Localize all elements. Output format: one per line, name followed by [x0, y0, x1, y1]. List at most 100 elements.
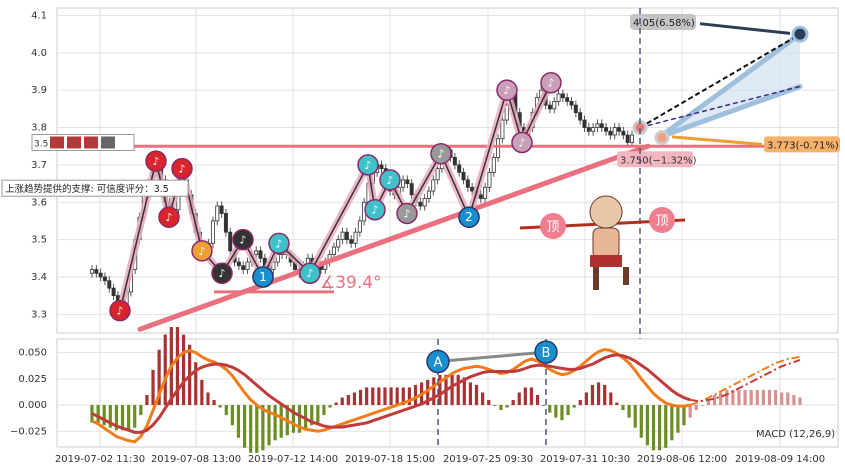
candle-body [608, 130, 613, 136]
candle-body [496, 138, 501, 158]
macd-bar [157, 349, 161, 406]
note-marker-glyph: ♪ [239, 234, 246, 247]
macd-bar [334, 402, 338, 406]
candle-body [426, 190, 431, 199]
candle [556, 89, 561, 106]
macd-bar [566, 405, 570, 416]
candle-body [340, 231, 345, 241]
candle [422, 194, 427, 211]
macd-bar [462, 377, 466, 406]
macd-bar [108, 405, 112, 428]
wave-note-marker: ♪ [171, 157, 193, 180]
wave-note-marker: ♪ [430, 142, 452, 165]
candle-body [621, 130, 626, 136]
macd-bar [688, 405, 692, 418]
candle-body [236, 261, 241, 267]
cartoon-head [589, 195, 623, 229]
wave-note-marker: ♪ [396, 202, 418, 225]
wave-note-marker: ♪ [357, 154, 379, 176]
wave-note-marker: ♪ [268, 232, 290, 255]
macd-bar [487, 400, 491, 406]
macd-bar [700, 405, 704, 406]
x-tick-label: 2019-07-18 15:00 [345, 454, 435, 465]
candle-body [431, 179, 436, 192]
candle [111, 283, 116, 301]
price-y-axis: 3.3 3.4 3.5 3.6 3.7 3.8 3.9 4.0 4.1 [31, 10, 47, 320]
candle [612, 123, 617, 140]
projection-up-label: 3.773(-0.71%) [767, 140, 839, 151]
macd-tick-label: 0.025 [18, 374, 47, 385]
candle [107, 276, 112, 293]
wave-note-marker: ♪ [511, 131, 533, 154]
candle [245, 257, 250, 274]
wave-number-marker: 2 [458, 206, 480, 228]
price-tick-label: 3.9 [31, 85, 47, 96]
macd-bar [389, 387, 393, 406]
note-marker-circle [191, 240, 213, 262]
candle-body [491, 157, 496, 173]
candle-body [604, 127, 609, 132]
macd-bar [731, 389, 735, 406]
macd-bar [743, 389, 747, 406]
candle [582, 115, 587, 133]
candle-body [500, 119, 505, 140]
candle [500, 115, 505, 144]
note-marker-glyph: ♪ [364, 159, 371, 172]
macd-title: MACD (12,26,9) [756, 429, 835, 440]
candle-body [612, 127, 617, 136]
macd-y-axis: −0.025 0.000 0.025 0.050 [10, 348, 47, 438]
price-tick-label: 3.4 [31, 272, 47, 283]
forecast-lower-band [657, 83, 803, 140]
macd-bar [664, 405, 668, 448]
macd-bar [609, 392, 613, 406]
candle-body [258, 250, 263, 259]
macd-bar [236, 405, 241, 438]
candle-body [401, 179, 406, 188]
macd-bar [621, 405, 625, 411]
candle [94, 265, 99, 278]
macd-bar [493, 405, 497, 406]
macd-bar [279, 405, 283, 438]
support-score-box [67, 136, 81, 149]
x-tick-label: 2019-07-02 11:30 [55, 454, 145, 465]
macd-bar [627, 405, 631, 418]
price-tick-label: 3.8 [31, 123, 47, 134]
macd-bar [114, 405, 119, 431]
note-marker-glyph: ♪ [165, 211, 172, 224]
wave-note-marker: ♪ [145, 150, 167, 172]
macd-bar [523, 387, 527, 406]
candle [552, 96, 557, 114]
macd-bar [206, 392, 210, 406]
candle [409, 179, 414, 200]
candle [236, 257, 241, 271]
divergence-marker: B [534, 340, 558, 364]
candle-body [275, 254, 280, 263]
macd-bar [706, 400, 711, 406]
candle-body [487, 171, 492, 188]
macd-bar [584, 392, 588, 406]
support-note: 上涨趋势提供的支撑: 可信度评分：3.5 [5, 183, 169, 195]
candle-body [336, 239, 341, 248]
macd-bar [291, 405, 296, 433]
candle [98, 268, 103, 282]
candle [336, 235, 341, 252]
price-tick-label: 3.7 [31, 160, 47, 171]
candle-body [90, 269, 95, 274]
candle-body [418, 201, 423, 207]
macd-bar [395, 387, 399, 406]
candle-body [556, 93, 561, 102]
macd-bar [682, 405, 686, 426]
wave-number-circle [458, 206, 480, 228]
projection-up-bg [764, 136, 840, 153]
candle-body [409, 183, 414, 196]
macd-bar [310, 405, 314, 426]
note-marker-circle [158, 206, 180, 228]
cartoon-shorts [590, 255, 622, 267]
macd-bar [590, 384, 595, 406]
note-marker-circle [109, 299, 131, 322]
note-marker-circle [232, 228, 254, 251]
macd-bar [322, 405, 326, 416]
macd-bar [786, 392, 790, 406]
macd-bar [438, 374, 442, 406]
macd-bar [261, 405, 265, 451]
